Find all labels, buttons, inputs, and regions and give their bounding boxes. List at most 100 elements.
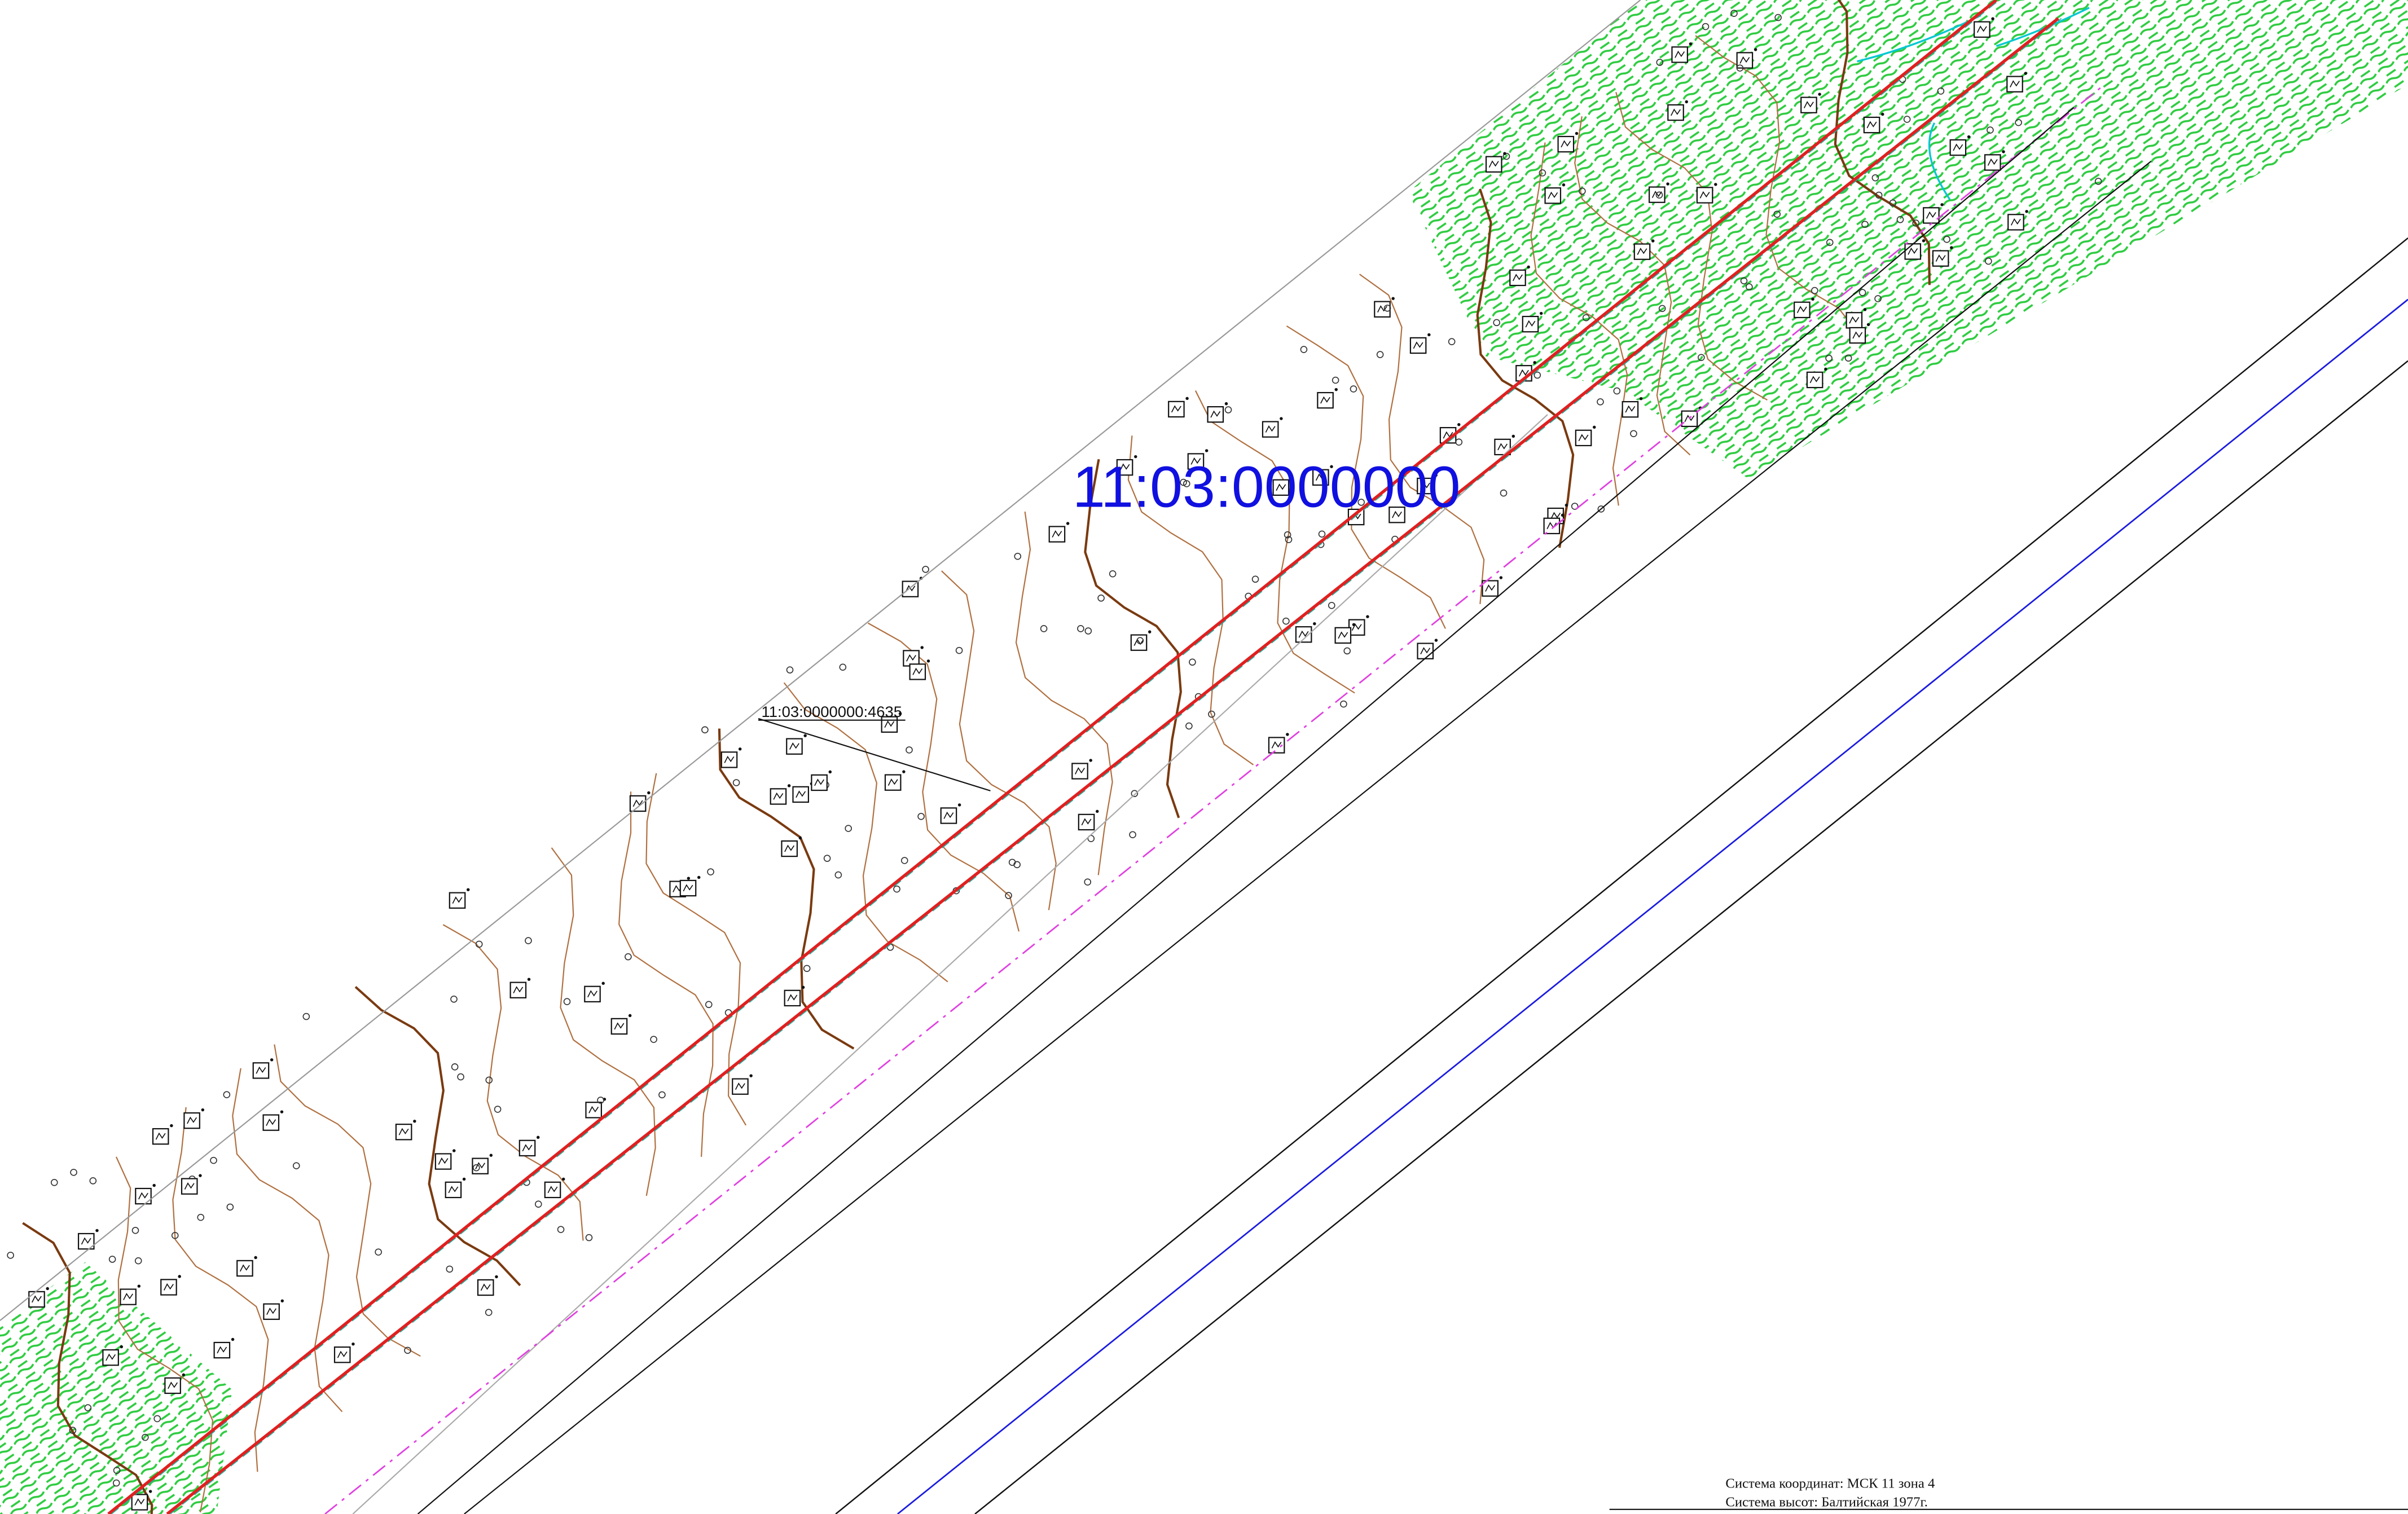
survey-point (658, 1091, 666, 1099)
mark-dot (1185, 397, 1189, 400)
mark-glyph (134, 1498, 145, 1506)
mark-glyph (2010, 80, 2020, 87)
mark-glyph (438, 1157, 449, 1165)
mark-glyph (217, 1346, 227, 1354)
elevation-mark (1071, 759, 1092, 780)
mark-glyph (81, 1237, 91, 1245)
mark-glyph (1976, 25, 1987, 33)
mark-dot (803, 734, 807, 737)
mark-dot (1940, 203, 1944, 206)
elevation-mark (131, 1490, 152, 1511)
mark-glyph (522, 1144, 533, 1152)
elevation-mark (445, 1177, 466, 1199)
mark-dot (231, 1337, 235, 1341)
elevation-mark (1671, 42, 1693, 63)
contour-line (442, 924, 584, 1241)
elevation-mark (1078, 809, 1099, 831)
mark-glyph (1513, 274, 1523, 281)
mark-dot (787, 784, 791, 787)
mark-glyph (1485, 584, 1496, 592)
survey-point (446, 1265, 454, 1273)
mark-dot (1434, 639, 1438, 642)
mark-glyph (1119, 463, 1130, 471)
elevation-mark (1622, 397, 1643, 418)
survey-point (472, 1164, 480, 1172)
mark-dot (902, 770, 906, 773)
vegetation-area (0, 1262, 232, 1514)
survey-point (1702, 23, 1710, 30)
elevation-mark (1168, 397, 1189, 418)
mark-dot (801, 985, 805, 989)
mark-dot (1811, 297, 1814, 301)
elevation-mark (1932, 246, 1953, 267)
mark-glyph (787, 994, 798, 1002)
mark-box (1681, 410, 1698, 428)
survey-point (1109, 570, 1117, 578)
boundary (417, 107, 2075, 1514)
elevation-mark (1262, 417, 1283, 438)
elevation-mark (1312, 465, 1333, 486)
mark-glyph (1081, 818, 1092, 826)
contour-line (232, 1068, 343, 1412)
survey-point (1208, 710, 1215, 718)
survey-point (70, 1169, 77, 1176)
survey-point (1183, 480, 1190, 487)
mark-box (940, 807, 957, 824)
mark-dot (1561, 513, 1565, 517)
mark-glyph (1210, 410, 1221, 418)
mark-box (1317, 391, 1334, 409)
contour-line (1359, 274, 1485, 604)
mark-dot (1205, 449, 1209, 452)
contour-line (1286, 325, 1446, 629)
survey-point (1097, 595, 1105, 602)
mark-dot (1881, 112, 1884, 116)
survey-point (1943, 236, 1950, 243)
mark-glyph (1987, 158, 1998, 166)
contour-line (172, 1107, 269, 1472)
survey-point (1282, 617, 1290, 625)
elevation-mark (252, 1058, 274, 1079)
elevation-mark (784, 985, 805, 1007)
elevation-mark (518, 1136, 540, 1157)
mark-dot (1503, 152, 1506, 155)
mark-dot (1967, 135, 1971, 139)
mark-glyph (1866, 121, 1877, 129)
survey-point (1571, 503, 1579, 510)
mark-dot (466, 888, 470, 891)
mark-glyph (1525, 320, 1536, 328)
mark-glyph (943, 811, 954, 819)
mark-glyph (632, 799, 643, 807)
elevation-mark (1794, 297, 1814, 319)
mark-glyph (1420, 482, 1430, 490)
survey-point (1987, 126, 1994, 134)
elevation-mark (1845, 308, 1867, 329)
mark-dot (1334, 388, 1338, 391)
survey-point (108, 1256, 116, 1263)
elevation-mark (884, 770, 906, 791)
mark-dot (1134, 455, 1137, 459)
mark-dot (1511, 434, 1515, 438)
elevation-mark (1863, 112, 1884, 134)
mark-dot (1352, 623, 1356, 627)
mark-glyph (547, 1186, 558, 1194)
survey-point (7, 1252, 14, 1259)
mark-dot (95, 1229, 99, 1233)
pipeline (166, 17, 2059, 1514)
mark-dot (738, 747, 742, 751)
survey-point (803, 965, 811, 972)
survey-point (404, 1346, 411, 1354)
elevation-mark (152, 1124, 173, 1145)
mark-dot (1685, 100, 1688, 104)
survey-point (1448, 338, 1456, 345)
survey-point (1740, 277, 1748, 285)
mark-glyph (1578, 434, 1589, 442)
mark-glyph (1052, 530, 1062, 538)
survey-point (450, 996, 458, 1003)
elevation-mark (1509, 265, 1530, 287)
survey-point (701, 726, 709, 734)
elevation-mark (610, 1014, 632, 1035)
survey-point (1597, 398, 1604, 406)
elevation-mark (1696, 183, 1717, 204)
mark-glyph (1190, 457, 1201, 465)
